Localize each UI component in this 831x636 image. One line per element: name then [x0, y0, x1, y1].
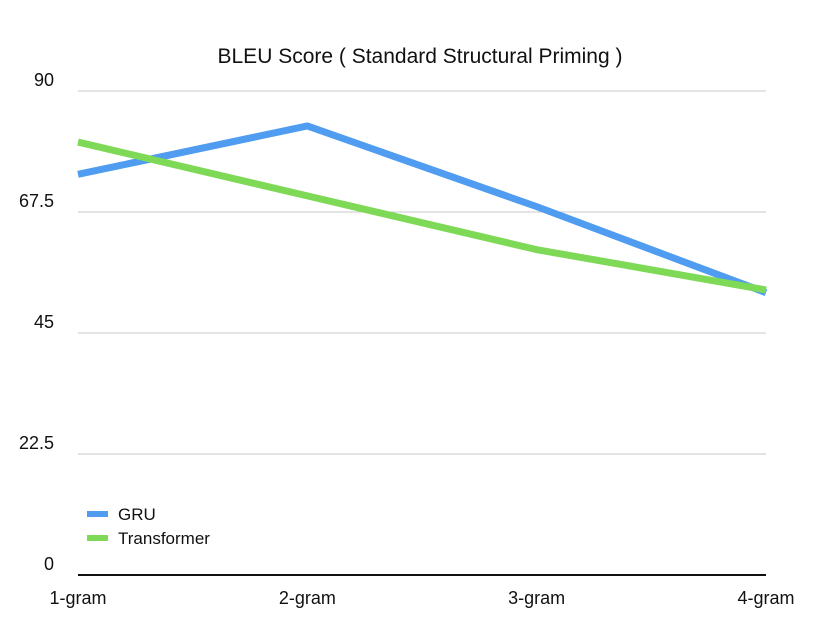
- x-tick-label: 4-gram: [737, 588, 794, 608]
- series-lines: [77, 122, 768, 296]
- x-tick-label: 3-gram: [508, 588, 565, 608]
- y-tick-label: 90: [34, 70, 54, 90]
- x-tick-label: 1-gram: [49, 588, 106, 608]
- series-line-transformer: [77, 138, 767, 294]
- x-axis-ticks: 1-gram 2-gram 3-gram 4-gram: [49, 588, 794, 608]
- legend-label-transformer: Transformer: [118, 529, 210, 548]
- series-line-gru: [77, 122, 768, 296]
- gridlines: [78, 90, 766, 455]
- chart-title: BLEU Score ( Standard Structural Priming…: [218, 45, 623, 68]
- y-tick-label: 67.5: [19, 191, 54, 211]
- legend: GRU Transformer: [87, 505, 210, 548]
- legend-label-gru: GRU: [118, 505, 156, 524]
- y-tick-label: 22.5: [19, 433, 54, 453]
- y-axis-ticks: 0 22.5 45 67.5 90: [19, 70, 54, 574]
- y-tick-label: 45: [34, 312, 54, 332]
- x-tick-label: 2-gram: [279, 588, 336, 608]
- y-tick-label: 0: [44, 554, 54, 574]
